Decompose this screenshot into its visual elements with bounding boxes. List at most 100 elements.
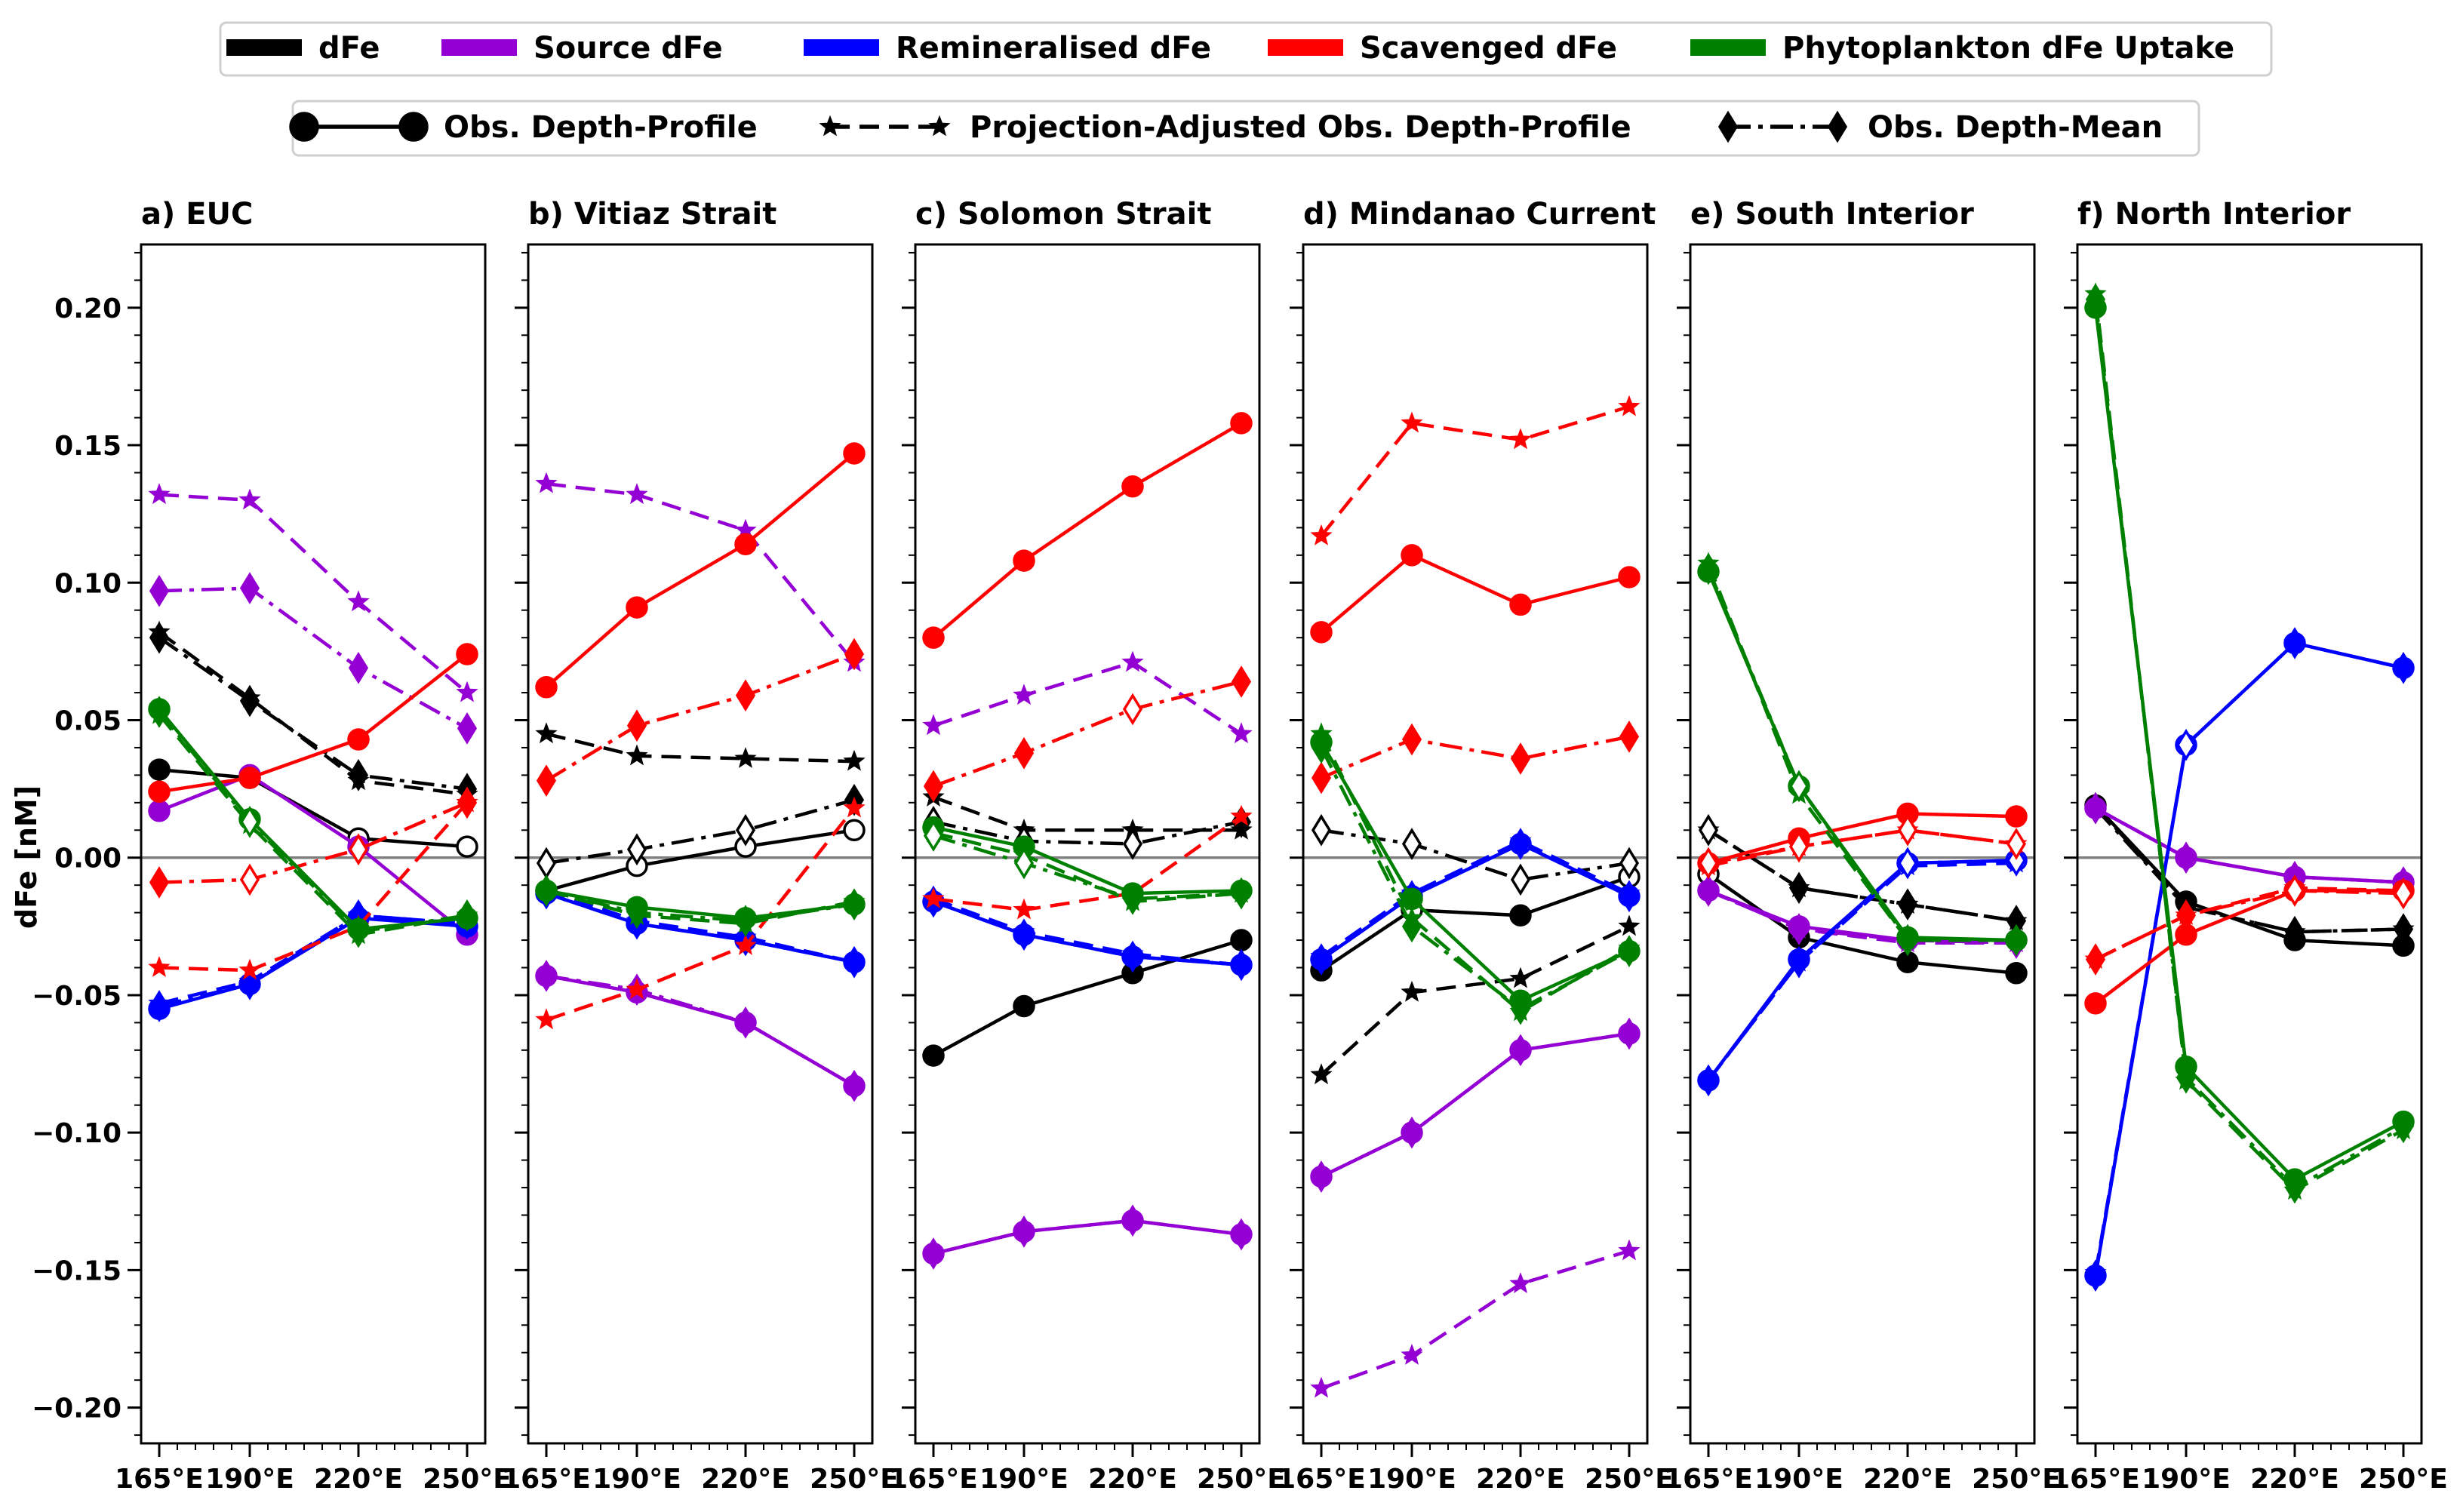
data-point bbox=[843, 749, 866, 771]
data-point bbox=[1618, 566, 1641, 589]
series-line bbox=[1708, 828, 2017, 865]
series-line bbox=[932, 938, 1242, 1058]
data-point bbox=[923, 819, 944, 852]
data-point bbox=[1230, 722, 1253, 744]
series bbox=[922, 804, 1253, 920]
series-line bbox=[933, 834, 1242, 901]
data-point bbox=[1401, 1344, 1423, 1365]
series-line bbox=[932, 421, 1243, 639]
data-point bbox=[844, 888, 865, 921]
series bbox=[149, 899, 478, 1022]
panel-title: a) EUC bbox=[141, 197, 253, 232]
data-point bbox=[2284, 627, 2305, 659]
series-line bbox=[1320, 404, 1630, 537]
data-point bbox=[536, 874, 557, 907]
series-line bbox=[1707, 859, 2017, 1082]
style-legend: Obs. Depth-Profile Projection-Adjusted Ob… bbox=[289, 100, 2200, 157]
data-point bbox=[923, 770, 944, 803]
x-tick-label: 165°E bbox=[115, 1464, 204, 1495]
series-line bbox=[933, 1219, 1242, 1255]
series bbox=[148, 620, 478, 804]
legend-marker bbox=[819, 115, 841, 137]
series bbox=[1698, 813, 2027, 880]
legend-label: Phytoplankton dFe Uptake bbox=[1782, 31, 2234, 66]
series bbox=[1311, 828, 1640, 976]
series-line bbox=[158, 767, 468, 849]
series-line bbox=[546, 732, 855, 764]
series bbox=[2085, 283, 2414, 1204]
series-line bbox=[2095, 889, 2404, 961]
series bbox=[535, 819, 866, 902]
series bbox=[2085, 874, 2414, 976]
series bbox=[2084, 282, 2415, 1200]
data-point bbox=[1509, 593, 1532, 616]
data-point bbox=[1401, 1116, 1422, 1149]
y-tick-label: 0.20 bbox=[54, 293, 121, 324]
panel: a) EUC −0.20 −0.15 −0.10 −0.05 0.00 0.05 0.10 0.… bbox=[32, 197, 512, 1495]
series-line bbox=[1320, 924, 1630, 1077]
series-line bbox=[1706, 570, 2017, 942]
series-line bbox=[1706, 568, 2016, 942]
data-point bbox=[1231, 948, 1252, 982]
series bbox=[2084, 796, 2415, 892]
data-point bbox=[149, 574, 170, 607]
series-line bbox=[158, 801, 468, 884]
x-tick-label: 250°E bbox=[2359, 1464, 2448, 1495]
series-line bbox=[2094, 807, 2404, 884]
series-line bbox=[933, 820, 1242, 846]
series bbox=[2084, 632, 2415, 1283]
series-line bbox=[933, 825, 1242, 896]
y-axis-label: dFe [nM] bbox=[10, 785, 43, 929]
data-point bbox=[1013, 1215, 1035, 1248]
data-point bbox=[2084, 992, 2107, 1015]
data-point bbox=[456, 835, 478, 858]
data-point bbox=[626, 483, 648, 505]
series-line bbox=[1708, 812, 2017, 865]
series bbox=[1698, 844, 2027, 1097]
data-point bbox=[1311, 1160, 1332, 1193]
series-line bbox=[546, 889, 855, 923]
data-point bbox=[1401, 828, 1422, 860]
data-point bbox=[148, 956, 171, 977]
x-tick-label: 190°E bbox=[979, 1464, 1069, 1495]
data-point bbox=[239, 684, 260, 718]
series-line bbox=[158, 493, 469, 694]
data-point bbox=[626, 709, 647, 742]
series bbox=[148, 483, 478, 702]
series-line bbox=[1708, 889, 2016, 945]
data-point bbox=[1509, 428, 1532, 450]
series-line bbox=[158, 914, 468, 1006]
series bbox=[1310, 544, 1641, 644]
panel-frame bbox=[527, 243, 874, 1445]
data-point bbox=[457, 899, 478, 932]
data-point bbox=[1231, 1218, 1252, 1251]
panel-frame bbox=[914, 243, 1261, 1445]
series-line bbox=[158, 653, 469, 794]
panel: d) Mindanao Current 165°E 190°E 220°E 250°E bbox=[1277, 197, 1674, 1495]
data-point bbox=[1311, 761, 1332, 794]
legend-label: Remineralised dFe bbox=[896, 31, 1211, 66]
data-point bbox=[735, 1006, 756, 1039]
data-point bbox=[1310, 1063, 1333, 1085]
series bbox=[1310, 914, 1641, 1085]
panel-title: c) Solomon Strait bbox=[915, 197, 1211, 232]
panel-title: d) Mindanao Current bbox=[1303, 197, 1656, 232]
data-point bbox=[1122, 940, 1143, 973]
data-point bbox=[2176, 1061, 2197, 1094]
data-point bbox=[347, 728, 370, 751]
data-point bbox=[1231, 877, 1252, 910]
data-point bbox=[2176, 841, 2197, 874]
series bbox=[1310, 722, 1641, 1022]
series-line bbox=[546, 798, 855, 865]
data-point bbox=[2005, 962, 2028, 985]
series bbox=[535, 796, 866, 1030]
data-point bbox=[1698, 552, 1719, 585]
data-point bbox=[1013, 898, 1035, 920]
data-point bbox=[1013, 847, 1035, 880]
x-tick-label: 220°E bbox=[314, 1464, 403, 1495]
data-point bbox=[1230, 929, 1253, 951]
data-point bbox=[2393, 651, 2414, 684]
data-point bbox=[148, 758, 171, 781]
series-line bbox=[1707, 859, 2017, 1082]
data-point bbox=[348, 651, 369, 684]
